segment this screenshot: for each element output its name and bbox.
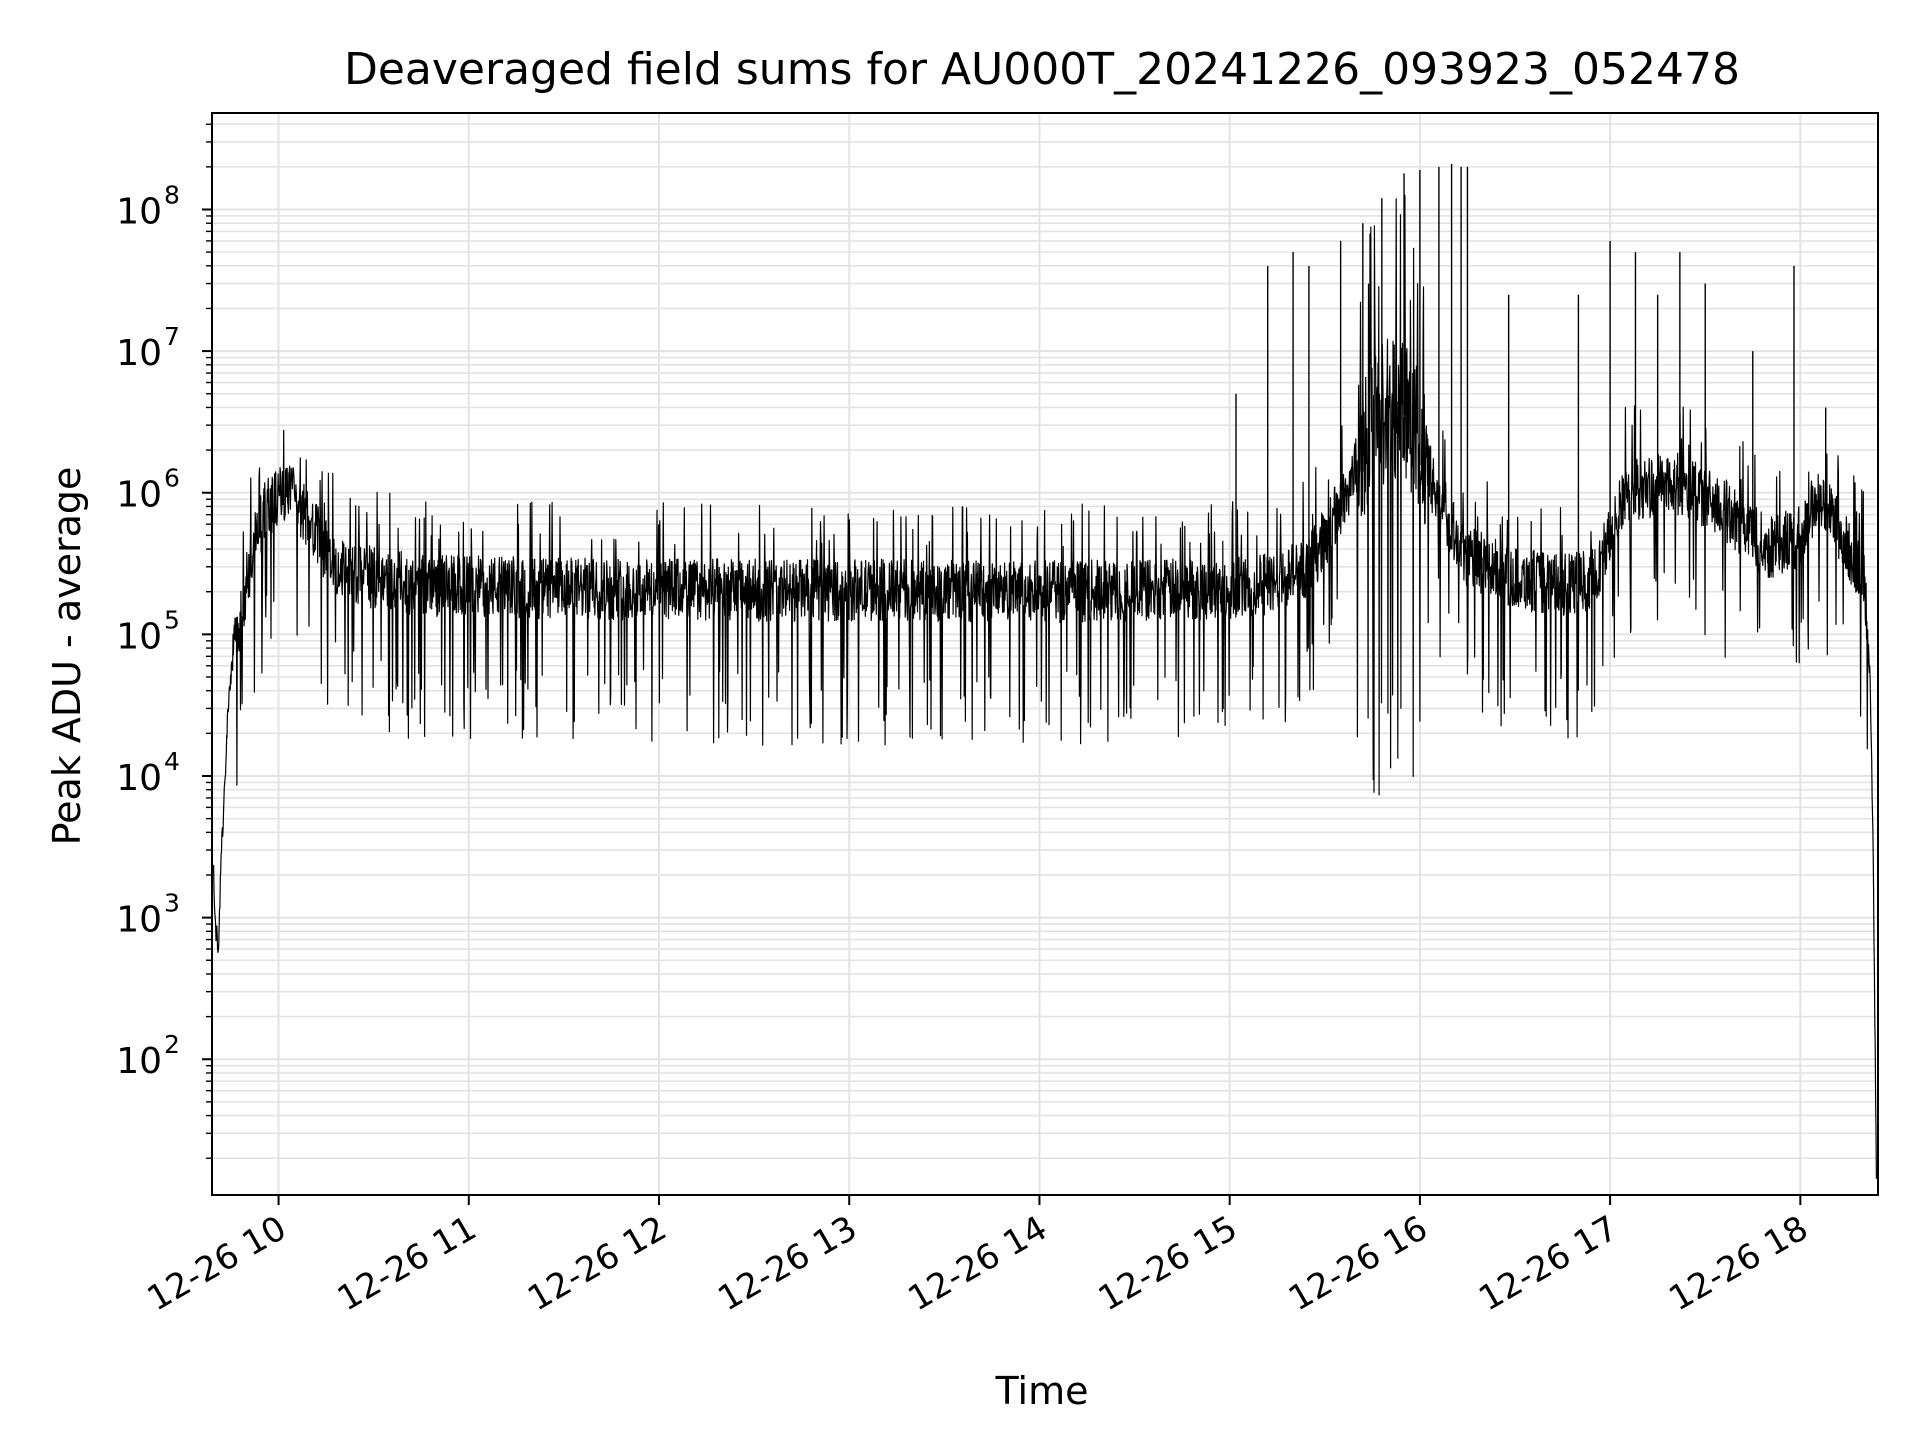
y-tick-exponent: 5 [164,605,180,634]
y-tick-label: 10 [116,191,162,232]
y-tick-label: 10 [116,1041,162,1082]
chart-title: Deaveraged field sums for AU000T_2024122… [344,44,1740,95]
plot-frame [211,112,1879,1196]
y-tick-label: 10 [116,758,162,799]
y-axis-label: Peak ADU - average [45,467,89,846]
y-tick-label: 10 [116,616,162,657]
y-tick-exponent: 4 [164,747,180,776]
y-tick-label: 10 [116,333,162,374]
y-tick-exponent: 2 [164,1030,180,1059]
y-tick-exponent: 7 [164,322,180,351]
y-tick-exponent: 6 [164,464,180,493]
x-axis-label: Time [995,1369,1089,1413]
y-tick-label: 10 [116,900,162,941]
plot-area [213,163,1877,1179]
series-layer [213,163,1877,1179]
y-tick-exponent: 8 [164,180,180,209]
y-tick-exponent: 3 [164,889,180,918]
series-line [213,194,1877,1179]
y-tick-label: 10 [116,475,162,516]
